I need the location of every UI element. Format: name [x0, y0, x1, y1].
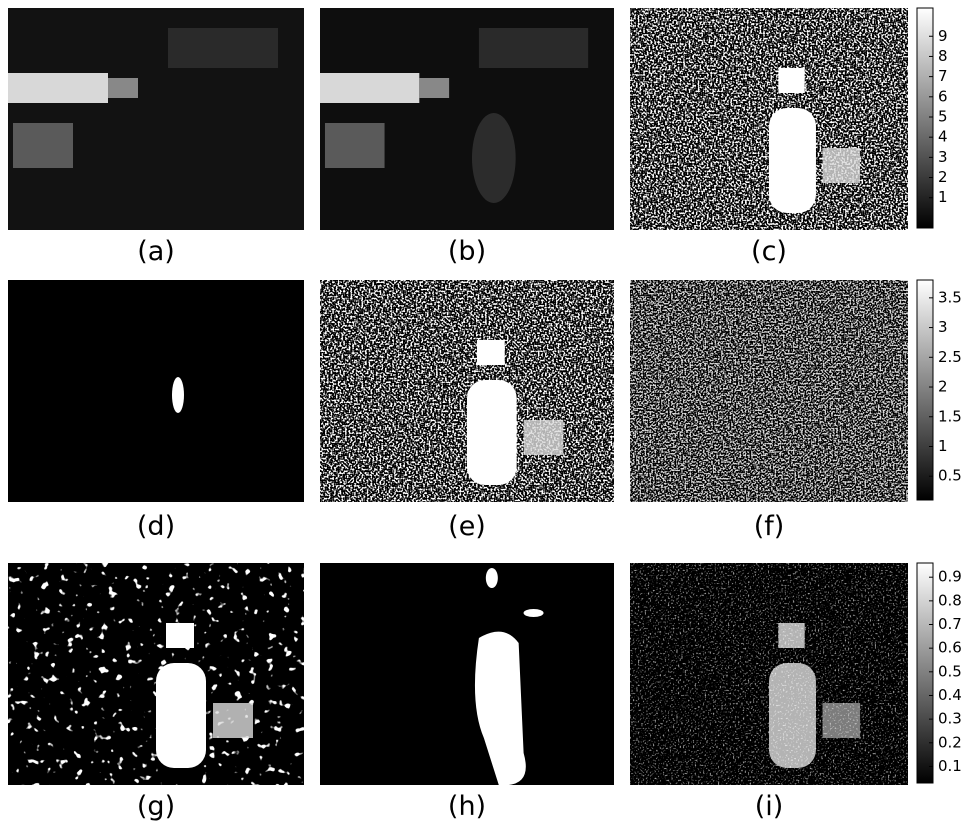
- colorbar-tick-label: 2.5: [938, 348, 962, 366]
- monitor: [13, 123, 73, 168]
- panel-label: (a): [137, 236, 175, 267]
- person-blob: [769, 663, 816, 768]
- noise: [630, 280, 908, 502]
- colorbar-tick-label: 0.9: [938, 568, 962, 586]
- colorbar-tick-label: 0.5: [938, 662, 962, 680]
- colorbar-tick-label: 0.3: [938, 710, 962, 728]
- small-blob: [172, 377, 184, 413]
- colorbar-tick-label: 0.5: [938, 467, 962, 485]
- image-panel: [8, 280, 304, 502]
- head-blob: [166, 623, 194, 648]
- colorbar-tick-label: 3.5: [938, 288, 962, 306]
- colorbar-tick-label: 3: [938, 318, 948, 336]
- colorbar-tick-label: 5: [938, 107, 948, 125]
- panel-label: (g): [137, 791, 175, 822]
- panel-label: (c): [751, 236, 787, 267]
- image-background: [320, 563, 614, 785]
- colorbar-tick-label: 0.1: [938, 757, 962, 775]
- window-glow: [108, 78, 138, 98]
- panel-label: (b): [448, 236, 486, 267]
- panel-label: (h): [448, 791, 486, 822]
- head-blob: [778, 623, 804, 648]
- shelf: [479, 28, 588, 68]
- shelf-blob: [524, 420, 564, 455]
- person-blob: [467, 380, 517, 485]
- colorbar: [917, 280, 933, 500]
- noise: [320, 280, 614, 502]
- person-blob: [156, 663, 206, 768]
- shelf-blob: [823, 703, 861, 738]
- image-panel: [8, 8, 304, 230]
- image-panel: [630, 8, 908, 230]
- noise: [630, 8, 908, 230]
- image-panel: [630, 280, 908, 502]
- colorbar-tick-label: 1: [938, 188, 948, 206]
- colorbar-tick-label: 0.4: [938, 686, 962, 704]
- noise: [8, 563, 304, 785]
- panel-label: (f): [754, 511, 785, 542]
- colorbar-tick-label: 2: [938, 378, 948, 396]
- colorbar-tick-label: 1: [938, 437, 948, 455]
- window-glow: [8, 73, 108, 103]
- colorbar: [917, 8, 933, 228]
- image-panel: [320, 280, 614, 502]
- monitor: [325, 123, 385, 168]
- image-panel: [320, 8, 614, 230]
- mask-hand: [524, 609, 544, 617]
- figure: (a) (b) (c) (d) (e) (f) (g) (h) (i) 1 2 3 4 5 6 7 8 9 0.5 1…: [0, 0, 970, 839]
- colorbar-tick-label: 0.6: [938, 639, 962, 657]
- shelf: [168, 28, 278, 68]
- image-panel: [320, 563, 614, 785]
- colorbar-tick-label: 6: [938, 87, 948, 105]
- shelf-blob: [213, 703, 253, 738]
- person: [472, 113, 516, 203]
- panel-label: (i): [755, 791, 784, 822]
- colorbar-tick-label: 2: [938, 168, 948, 186]
- head-blob: [778, 68, 804, 93]
- colorbar-tick-label: 8: [938, 47, 948, 65]
- colorbar-tick-label: 3: [938, 148, 948, 166]
- head-blob: [477, 340, 505, 365]
- colorbar-tick-label: 4: [938, 128, 948, 146]
- mask-head: [486, 568, 498, 588]
- image-background: [8, 280, 304, 502]
- colorbar-tick-label: 1.5: [938, 407, 962, 425]
- colorbar-tick-label: 0.7: [938, 615, 962, 633]
- colorbar-tick-label: 0.8: [938, 591, 962, 609]
- shelf-blob: [823, 148, 861, 183]
- panel-label: (d): [137, 511, 175, 542]
- noise: [630, 563, 908, 785]
- image-panel: [630, 563, 908, 785]
- colorbar-tick-label: 0.2: [938, 733, 962, 751]
- window-glow: [320, 73, 419, 103]
- colorbar-tick-label: 9: [938, 27, 948, 45]
- panel-label: (e): [448, 511, 486, 542]
- person-blob: [769, 108, 816, 213]
- window-glow: [419, 78, 449, 98]
- colorbar-tick-label: 7: [938, 67, 948, 85]
- image-panel: [8, 563, 304, 785]
- colorbar: [917, 563, 933, 783]
